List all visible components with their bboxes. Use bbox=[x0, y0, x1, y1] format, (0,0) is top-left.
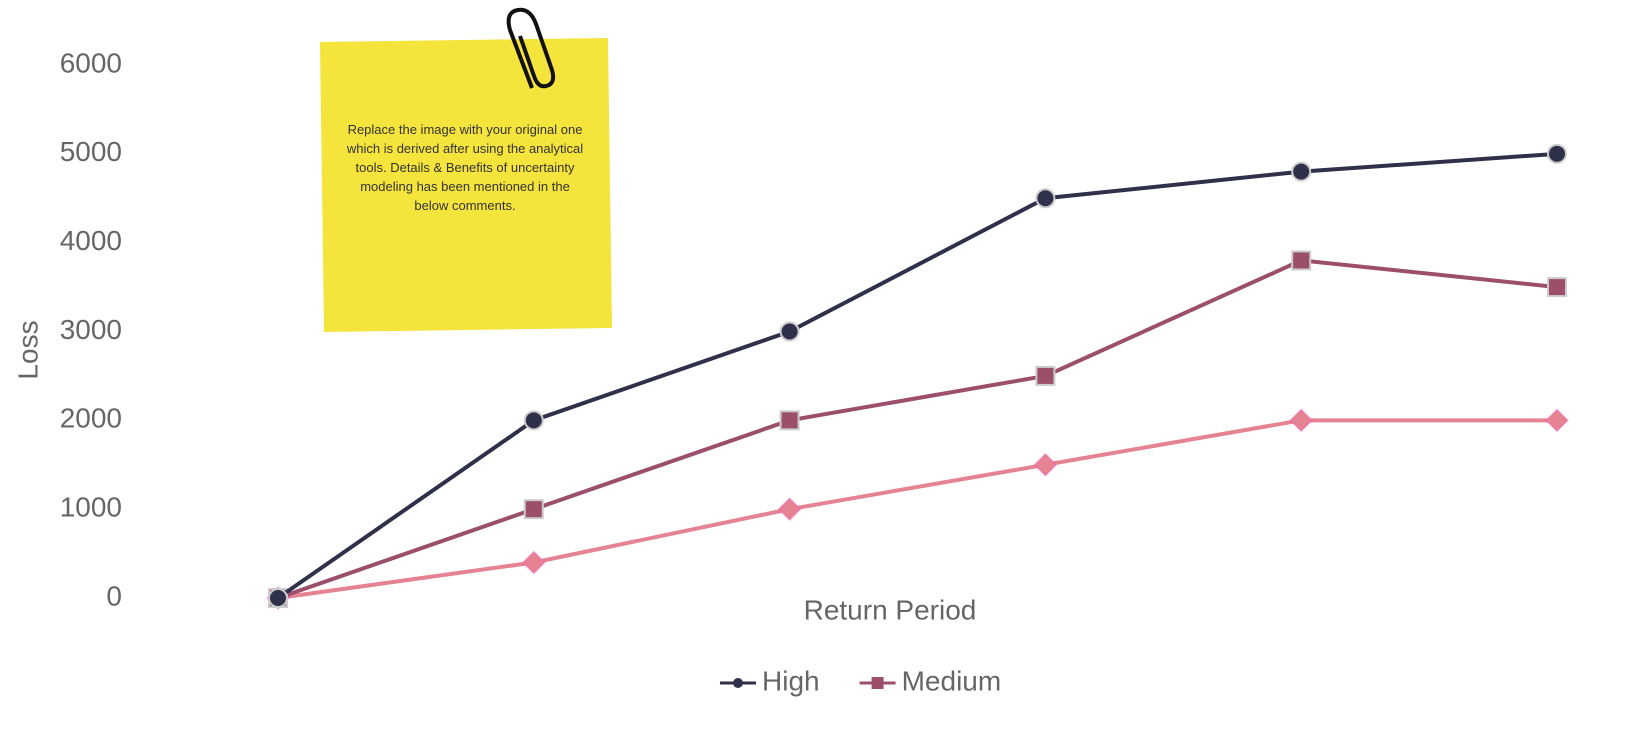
y-tick-label: 3000 bbox=[60, 314, 122, 345]
data-point bbox=[777, 496, 803, 522]
legend-marker bbox=[871, 677, 884, 689]
data-point bbox=[779, 321, 800, 342]
legend-marker bbox=[733, 678, 743, 688]
data-point bbox=[1288, 407, 1314, 433]
data-point bbox=[1032, 452, 1058, 478]
data-point bbox=[1035, 188, 1056, 209]
data-point bbox=[1547, 143, 1567, 164]
data-point bbox=[268, 588, 288, 608]
data-point bbox=[521, 550, 547, 575]
data-point bbox=[1035, 365, 1056, 386]
y-tick-label: 0 bbox=[106, 580, 122, 611]
data-point bbox=[779, 410, 800, 431]
sticky-note bbox=[319, 7, 613, 332]
x-axis-label: Return Period bbox=[804, 594, 977, 625]
y-tick-label: 4000 bbox=[60, 225, 122, 256]
y-tick-label: 2000 bbox=[60, 403, 122, 434]
data-point bbox=[1547, 277, 1567, 298]
y-axis-label: Loss bbox=[12, 320, 43, 379]
legend-label: Medium bbox=[902, 665, 1002, 696]
data-point bbox=[523, 410, 544, 431]
y-tick-label: 6000 bbox=[60, 47, 122, 78]
data-point bbox=[1544, 407, 1570, 433]
y-tick-label: 5000 bbox=[60, 136, 122, 167]
data-point bbox=[1291, 161, 1312, 182]
note-text: Replace the image with your original one… bbox=[346, 122, 584, 213]
y-tick-label: 1000 bbox=[60, 492, 122, 523]
series-line bbox=[276, 151, 1558, 600]
note-paper bbox=[319, 38, 613, 332]
legend-label: High bbox=[762, 665, 820, 696]
data-point bbox=[1291, 250, 1312, 271]
series-line bbox=[277, 258, 1558, 600]
data-point bbox=[523, 499, 544, 520]
paperclip bbox=[506, 7, 556, 89]
series-line bbox=[277, 418, 1557, 600]
